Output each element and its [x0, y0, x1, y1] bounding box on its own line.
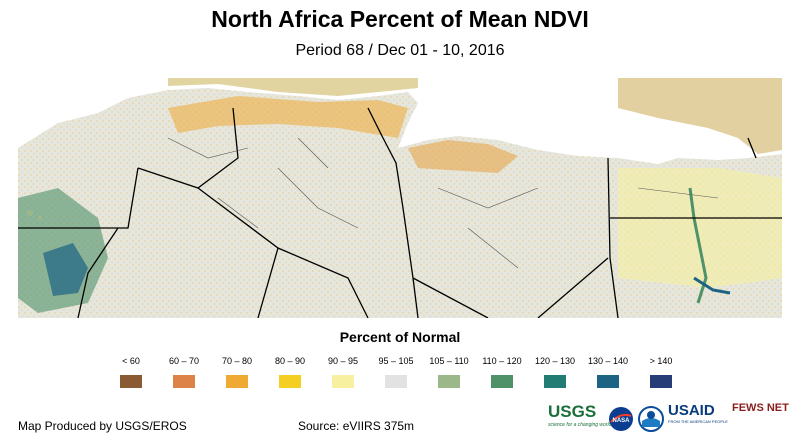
- legend-swatch: [438, 375, 460, 388]
- legend-item: 95 – 105: [369, 354, 423, 388]
- country-borders: [18, 107, 782, 318]
- europe-land: [168, 78, 418, 96]
- legend-item: < 60: [104, 354, 158, 388]
- legend-item: 110 – 120: [475, 354, 529, 388]
- usaid-tagline: FROM THE AMERICAN PEOPLE: [668, 419, 728, 424]
- legend-item: 90 – 95: [316, 354, 370, 388]
- egypt-yellow: [618, 168, 782, 288]
- legend-label: 120 – 130: [534, 356, 576, 366]
- nasa-logo: NASA: [609, 407, 633, 431]
- legend-swatch: [120, 375, 142, 388]
- usaid-logo-text: USAID: [668, 402, 715, 419]
- canary-islands: [27, 210, 33, 216]
- nile-river: [688, 187, 708, 304]
- usaid-logo: USAID FROM THE AMERICAN PEOPLE: [668, 402, 728, 438]
- legend-swatch: [226, 375, 248, 388]
- legend-item: > 140: [634, 354, 688, 388]
- fews-net-logo: FEWS NET: [732, 402, 789, 438]
- libya-coast: [408, 140, 518, 173]
- produced-by: Map Produced by USGS/EROS: [18, 419, 187, 433]
- map-subtitle: Period 68 / Dec 01 - 10, 2016: [295, 42, 505, 59]
- legend-swatch: [491, 375, 513, 388]
- source-note: Source: eVIIRS 375m: [298, 419, 415, 433]
- usgs-tagline: science for a changing world: [548, 422, 612, 428]
- legend-swatch: [385, 375, 407, 388]
- legend-item: 80 – 90: [263, 354, 317, 388]
- legend-label: 105 – 110: [429, 356, 469, 366]
- map-title: North Africa Percent of Mean NDVI: [211, 6, 589, 32]
- legend-label: 110 – 120: [482, 356, 522, 366]
- ndvi-map: [18, 78, 782, 318]
- atlas-band: [168, 96, 408, 138]
- legend-label: 130 – 140: [587, 356, 629, 366]
- legend-swatch: [173, 375, 195, 388]
- noaa-logo: [638, 406, 664, 432]
- legend-label: > 140: [649, 356, 673, 366]
- legend-item: 60 – 70: [157, 354, 211, 388]
- usgs-logo-text: USGS: [548, 402, 597, 421]
- legend-label: 90 – 95: [327, 356, 359, 366]
- usgs-logo: USGS science for a changing world: [548, 402, 612, 438]
- legend-swatch: [650, 375, 672, 388]
- legend-item: 70 – 80: [210, 354, 264, 388]
- west-blue: [43, 243, 88, 296]
- legend-label: 70 – 80: [221, 356, 253, 366]
- legend-label: 60 – 70: [168, 356, 200, 366]
- levant-land: [618, 78, 782, 154]
- nasa-logo-text: NASA: [612, 418, 630, 424]
- legend-title: Percent of Normal: [339, 329, 461, 345]
- legend: < 60 60 – 70 70 – 80 80 – 90 90 – 95 95 …: [104, 354, 694, 394]
- legend-swatch: [279, 375, 301, 388]
- legend-item: 105 – 110: [422, 354, 476, 388]
- legend-label: 95 – 105: [378, 356, 414, 366]
- admin-borders: [167, 137, 719, 269]
- legend-swatch: [597, 375, 619, 388]
- legend-label: < 60: [122, 356, 140, 366]
- legend-label: 80 – 90: [274, 356, 306, 366]
- lake-nasser: [693, 276, 731, 295]
- partner-logos: USGS science for a changing world NASA U…: [548, 402, 789, 438]
- legend-item: 120 – 130: [528, 354, 582, 388]
- legend-swatch: [544, 375, 566, 388]
- legend-item: 130 – 140: [581, 354, 635, 388]
- fews-logo-text: FEWS NET: [732, 402, 789, 414]
- legend-swatch: [332, 375, 354, 388]
